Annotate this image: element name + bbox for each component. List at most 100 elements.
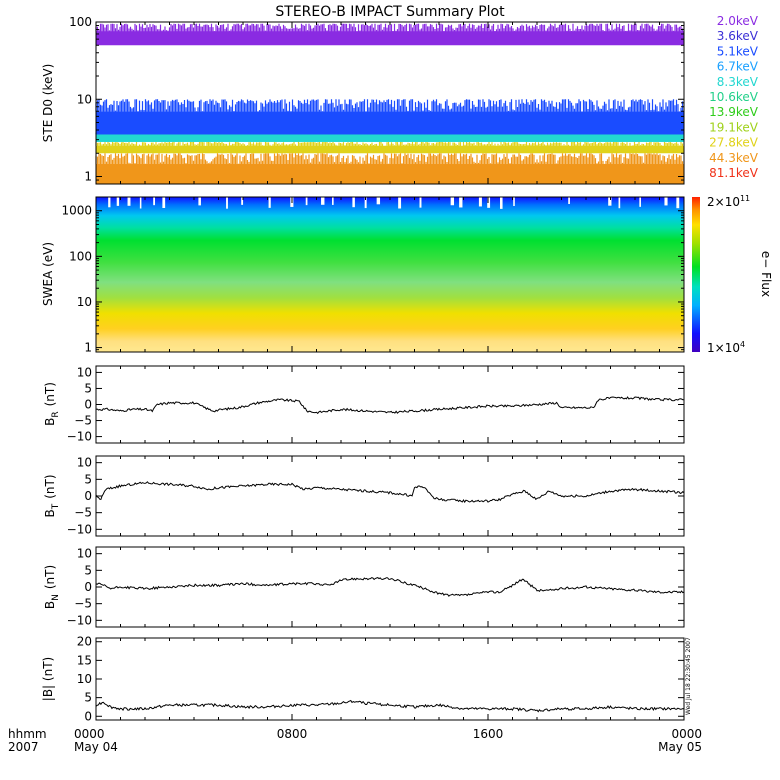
swea-data-gap	[676, 197, 680, 209]
br-tick-label: 5	[84, 381, 92, 395]
swea-data-gap	[332, 197, 334, 205]
swea-data-gap	[478, 197, 482, 207]
time-tick-label: 0000	[671, 727, 702, 741]
swea-y-label: SWEA (eV)	[41, 242, 55, 306]
bmag-tick-label: 10	[77, 672, 92, 686]
ste-y-ticks: 1 10 100	[69, 15, 685, 185]
swea-tick-label: 100	[69, 249, 92, 263]
ste-legend-entry: 10.6keV	[709, 90, 759, 104]
panel-br: −10 −5 0 5 10 BR(nT)	[43, 365, 685, 444]
ste-band-5.1keV	[96, 111, 684, 135]
br-tick-label: 10	[77, 365, 92, 379]
br-tick-label: −5	[74, 414, 92, 428]
ste-band-spikes-2.0keV	[95, 23, 684, 32]
swea-data-gap	[321, 197, 325, 205]
ste-legend-entry: 44.3keV	[709, 151, 759, 165]
ste-legend-entry: 2.0keV	[717, 14, 759, 28]
swea-data-gap	[513, 197, 515, 207]
bt-tick-label: −5	[74, 506, 92, 520]
swea-data-gap	[608, 197, 612, 206]
panel-bt: −10 −5 0 5 10 BT(nT)	[43, 455, 685, 537]
swea-data-gap	[116, 197, 120, 206]
swea-data-gap	[305, 197, 308, 206]
bn-y-label: BN(nT)	[43, 565, 61, 609]
bt-tick-label: −10	[67, 522, 92, 536]
ste-legend-entry: 3.6keV	[717, 29, 759, 43]
bn-tick-label: 0	[84, 580, 92, 594]
swea-spectrogram	[96, 197, 684, 352]
swea-tick-label: 1000	[61, 204, 92, 218]
bmag-y-label: |B| (nT)	[41, 657, 55, 701]
bn-series-line	[95, 577, 685, 597]
bt-series-line	[95, 481, 685, 504]
swea-tick-label: 10	[77, 295, 92, 309]
ste-tick-label: 100	[69, 15, 92, 29]
time-tick-date: May 05	[658, 740, 702, 754]
ste-legend-entry: 19.1keV	[709, 120, 759, 134]
swea-data-gap	[487, 197, 491, 208]
swea-data-gap	[664, 197, 668, 206]
swea-data-gap	[139, 197, 142, 209]
bmag-series-line	[95, 699, 685, 713]
time-tick-label: 1600	[473, 727, 504, 741]
swea-data-gap	[450, 197, 455, 206]
ste-band-8.3keV	[96, 134, 684, 142]
bn-tick-label: −10	[67, 613, 92, 627]
ste-band-spikes-44.3keV	[95, 153, 684, 165]
br-y-ticks: −10 −5 0 5 10	[67, 365, 685, 444]
swea-data-gap	[226, 197, 228, 209]
ste-y-label: STE D0 (keV)	[41, 64, 55, 143]
swea-notches	[108, 197, 680, 209]
bmag-frame	[95, 637, 685, 721]
swea-data-gap	[198, 197, 201, 206]
bn-tick-label: 10	[77, 547, 92, 561]
swea-data-gap	[352, 197, 355, 208]
swea-data-gap	[376, 197, 381, 205]
ste-legend-entry: 5.1keV	[717, 44, 759, 58]
swea-data-gap	[500, 197, 503, 209]
swea-tick-label: 1	[84, 341, 92, 355]
bt-tick-label: 0	[84, 489, 92, 503]
swea-data-gap	[618, 197, 621, 209]
ste-legend-entry: 13.9keV	[709, 105, 759, 119]
ste-bands	[95, 23, 684, 184]
bmag-tick-label: 5	[84, 691, 92, 705]
swea-data-gap	[398, 197, 402, 209]
ste-band-27.8keV	[96, 145, 684, 154]
swea-data-gap	[419, 197, 422, 208]
bn-tick-label: 5	[84, 563, 92, 577]
swea-data-gap	[459, 197, 463, 208]
ste-legend-entry: 8.3keV	[717, 75, 759, 89]
time-axis-row1-label: hhmm	[8, 727, 47, 741]
ste-legend-entry: 81.1keV	[709, 166, 759, 180]
ste-legend-entry: 27.8keV	[709, 136, 759, 150]
swea-data-gap	[162, 197, 166, 209]
bt-y-ticks: −10 −5 0 5 10	[67, 456, 685, 536]
bn-tick-label: −5	[74, 597, 92, 611]
br-tick-label: 0	[84, 398, 92, 412]
bmag-tick-label: 0	[84, 709, 92, 723]
swea-data-gap	[639, 197, 641, 207]
time-tick-date: May 04	[74, 740, 118, 754]
bt-frame	[95, 455, 685, 537]
swea-data-gap	[241, 197, 244, 205]
ste-legend-entry: 6.7keV	[717, 60, 759, 74]
swea-data-gap	[268, 197, 271, 208]
time-tick-label: 0800	[277, 727, 308, 741]
time-tick-label: 0000	[74, 727, 105, 741]
swea-y-ticks: 1 10 100 1000	[61, 196, 685, 355]
bn-y-ticks: −10 −5 0 5 10	[67, 547, 685, 627]
plot-title: STEREO-B IMPACT Summary Plot	[275, 4, 505, 20]
swea-data-gap	[364, 197, 367, 209]
swea-data-gap	[568, 197, 570, 205]
ste-tick-label: 1	[84, 170, 92, 184]
bt-tick-label: 10	[77, 456, 92, 470]
ste-tick-label: 10	[77, 92, 92, 106]
bt-y-label: BT(nT)	[43, 474, 61, 517]
br-tick-label: −10	[67, 430, 92, 444]
panel-bmag: 0 5 10 15 20 |B| (nT) Wed Jul 18 22:30:45 20…	[41, 635, 692, 724]
